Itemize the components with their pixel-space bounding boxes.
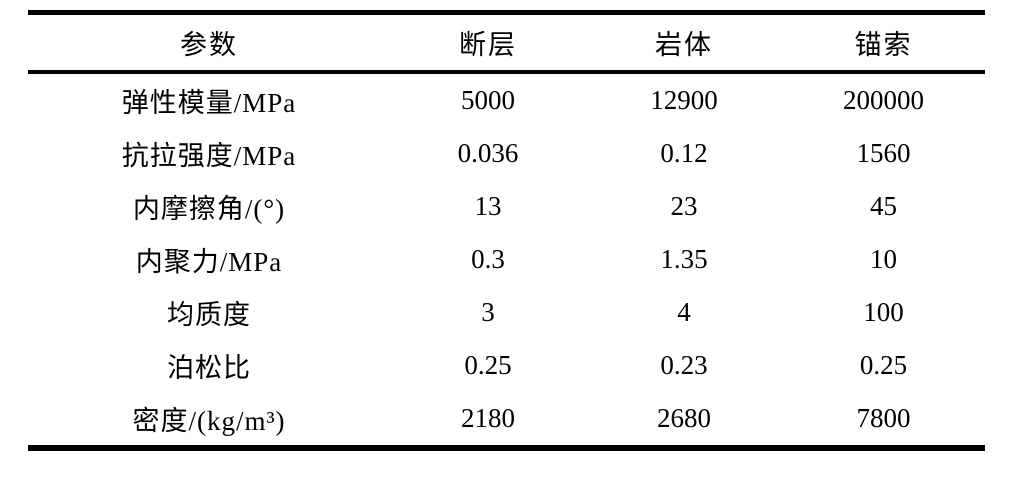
cell-value: 5000 xyxy=(461,85,515,115)
cell-value: 7800 xyxy=(856,403,911,433)
cell-value: 0.3 xyxy=(471,244,505,274)
cell-value: 0.12 xyxy=(660,138,708,168)
cell-value: 1560 xyxy=(856,138,911,168)
cell-value: 3 xyxy=(481,297,495,327)
cell-value: 12900 xyxy=(650,85,718,115)
row-label: 均质度 xyxy=(167,300,251,330)
table-row: 泊松比 0.25 0.23 0.25 xyxy=(28,339,985,392)
cell-value: 10 xyxy=(870,244,897,274)
paper-table-page: 参数 断层 岩体 锚索 弹性模量/MPa 5000 12900 200000 抗… xyxy=(0,10,1010,485)
cell-value: 0.25 xyxy=(859,350,908,380)
cell-value: 200000 xyxy=(843,85,924,115)
cell-value: 4 xyxy=(677,297,691,327)
table-row: 抗拉强度/MPa 0.036 0.12 1560 xyxy=(28,127,985,180)
table-row: 内聚力/MPa 0.3 1.35 10 xyxy=(28,233,985,286)
column-header-anchor: 锚索 xyxy=(854,30,913,60)
cell-value: 0.23 xyxy=(660,350,708,380)
row-label: 内摩擦角/(°) xyxy=(132,194,286,224)
row-label: 内聚力/MPa xyxy=(135,247,283,277)
row-label: 弹性模量/MPa xyxy=(121,88,297,118)
cell-value: 2680 xyxy=(657,403,711,433)
material-parameter-table: 参数 断层 岩体 锚索 弹性模量/MPa 5000 12900 200000 抗… xyxy=(28,10,985,451)
row-label: 泊松比 xyxy=(167,353,251,383)
row-label: 抗拉强度/MPa xyxy=(121,141,297,171)
cell-value: 0.036 xyxy=(457,138,519,168)
cell-value: 13 xyxy=(474,191,502,221)
cell-value: 2180 xyxy=(461,403,515,433)
cell-value: 100 xyxy=(863,297,904,327)
header-row: 参数 断层 岩体 锚索 xyxy=(28,13,985,72)
table-row: 均质度 3 4 100 xyxy=(28,286,985,339)
cell-value: 23 xyxy=(670,191,698,221)
cell-value: 45 xyxy=(870,191,897,221)
column-header-rockmass: 岩体 xyxy=(655,30,713,60)
table-row: 密度/(kg/m³) 2180 2680 7800 xyxy=(28,392,985,448)
table-row: 弹性模量/MPa 5000 12900 200000 xyxy=(28,72,985,127)
table-row: 内摩擦角/(°) 13 23 45 xyxy=(28,180,985,233)
column-header-fault: 断层 xyxy=(459,30,517,60)
cell-value: 0.25 xyxy=(464,350,512,380)
column-header-parameter: 参数 xyxy=(180,30,238,60)
cell-value: 1.35 xyxy=(660,244,708,274)
row-label: 密度/(kg/m³) xyxy=(132,406,286,436)
